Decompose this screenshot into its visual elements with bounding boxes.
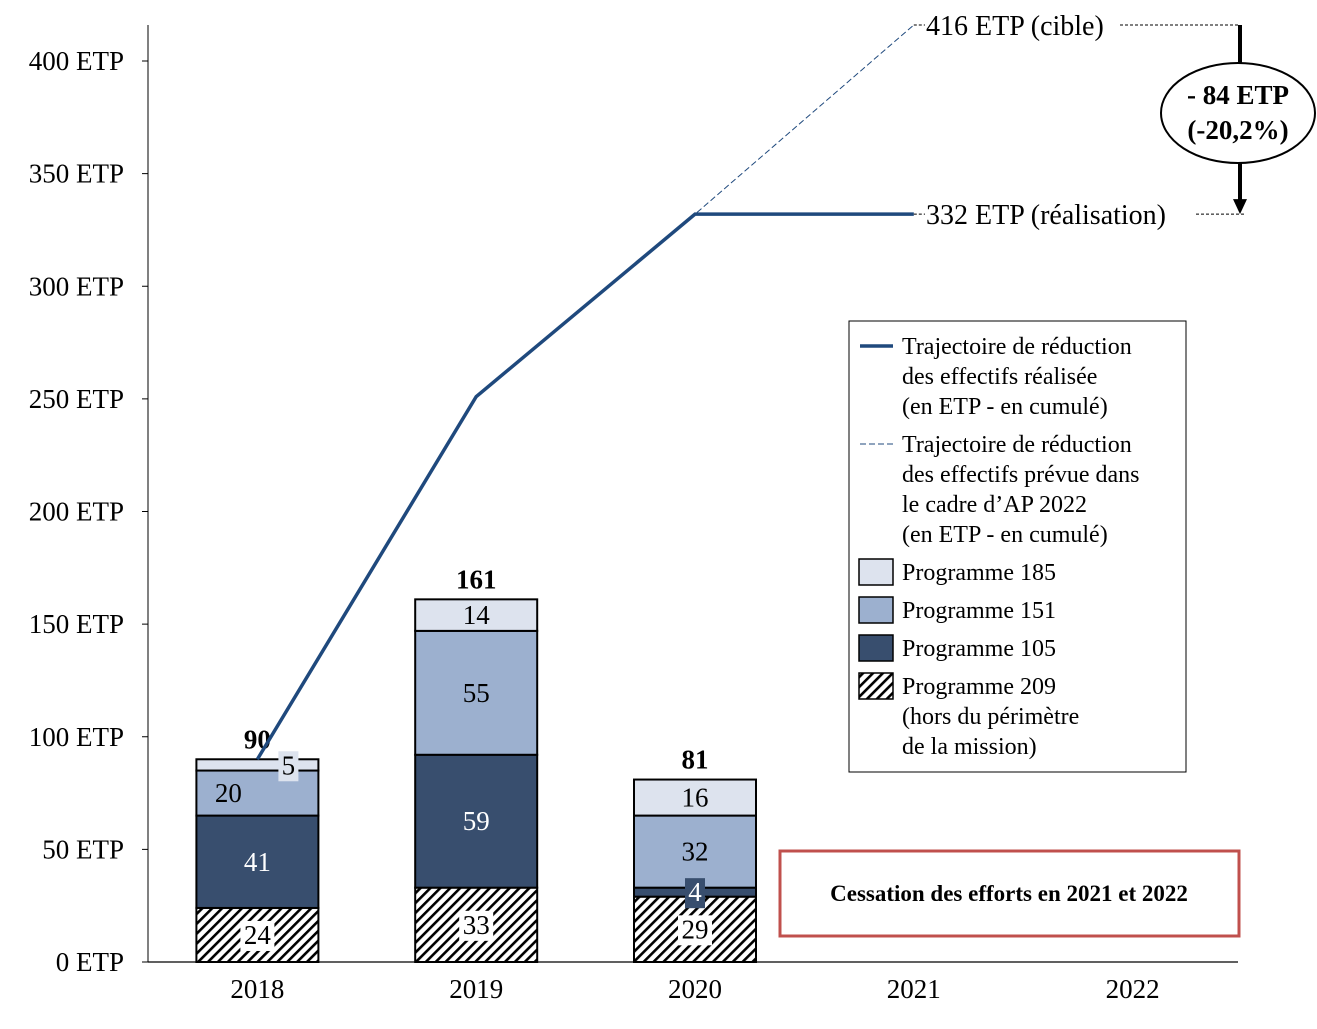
data-label: 41 — [244, 847, 271, 877]
bar-segment — [633, 814, 757, 889]
total-label: 90 — [244, 724, 271, 754]
y-tick-label: 250 ETP — [29, 384, 124, 414]
legend-label: des effectifs réalisée — [902, 364, 1097, 390]
data-label-bg — [685, 878, 705, 909]
legend-label: Programme 151 — [902, 598, 1056, 624]
lines — [255, 24, 915, 761]
legend-label: le cadre d’AP 2022 — [902, 492, 1087, 518]
bar-segment — [195, 814, 320, 909]
legend-label: Trajectoire de réduction — [902, 432, 1132, 458]
data-label: 16 — [682, 783, 709, 813]
gap-value: - 84 ETP — [1187, 80, 1289, 110]
bar-segment — [414, 629, 539, 756]
data-label-bg — [278, 751, 299, 782]
x-tick-label: 2021 — [887, 974, 941, 1004]
data-label: 33 — [463, 910, 490, 940]
actual-label: 332 ETP (réalisation) — [926, 200, 1166, 231]
bar-segment — [195, 758, 320, 772]
legend: Trajectoire de réduction des effectifs ré… — [848, 320, 1187, 773]
y-tick-label: 100 ETP — [29, 722, 124, 752]
cessation-text: Cessation des efforts en 2021 et 2022 — [830, 881, 1188, 906]
y-tick-label: 50 ETP — [42, 834, 124, 864]
bars: 24 41 20 5 90 33 59 55 14 161 29 4 32 16 81 — [195, 564, 757, 964]
x-tick-label: 2019 — [449, 974, 503, 1004]
gap-arrow-head — [1233, 199, 1247, 215]
legend-label: Programme 105 — [902, 636, 1056, 662]
y-tick-label: 0 ETP — [56, 947, 124, 977]
legend-swatch — [858, 558, 894, 586]
bar-segment — [633, 778, 757, 817]
y-tick-label: 400 ETP — [29, 46, 124, 76]
total-label: 161 — [456, 564, 497, 594]
legend-label: Programme 185 — [902, 560, 1056, 586]
legend-label: (en ETP - en cumulé) — [902, 394, 1108, 420]
axes: 0 ETP 50 ETP 100 ETP 150 ETP 200 ETP 250 ETP 3… — [29, 25, 1238, 1004]
legend-swatch — [858, 672, 894, 700]
data-label: 32 — [682, 837, 709, 867]
data-label: 20 — [215, 778, 242, 808]
data-label: 55 — [463, 678, 490, 708]
y-tick-label: 350 ETP — [29, 159, 124, 189]
data-label: 29 — [682, 914, 709, 944]
planned-trajectory-line — [256, 24, 915, 760]
legend-label: Programme 209 — [902, 674, 1056, 700]
legend-label: des effectifs prévue dans — [902, 462, 1139, 488]
legend-sublabel: (hors du périmètre — [902, 704, 1079, 730]
gap-percent: (-20,2%) — [1187, 115, 1288, 145]
legend-box — [848, 320, 1187, 773]
legend-label: Trajectoire de réduction — [902, 334, 1132, 360]
annotations: 416 ETP (cible) 332 ETP (réalisation) - 84… — [778, 11, 1316, 938]
legend-swatch — [858, 596, 894, 624]
gap-ellipse — [1160, 62, 1316, 164]
y-tick-label: 150 ETP — [29, 609, 124, 639]
x-tick-label: 2022 — [1106, 974, 1160, 1004]
data-label-bg — [678, 915, 712, 946]
bar-segment — [414, 598, 539, 632]
x-tick-label: 2018 — [230, 974, 284, 1004]
data-label: 14 — [463, 600, 491, 630]
data-label: 5 — [282, 750, 296, 780]
target-label: 416 ETP (cible) — [926, 11, 1104, 42]
legend-label: (en ETP - en cumulé) — [902, 522, 1108, 548]
data-label: 24 — [244, 920, 272, 950]
data-label-bg — [459, 910, 494, 941]
bar-segment — [414, 753, 539, 889]
actual-trajectory-line — [255, 212, 914, 761]
y-tick-label: 300 ETP — [29, 271, 124, 301]
legend-swatch — [858, 634, 894, 662]
data-label: 59 — [463, 806, 490, 836]
legend-sublabel: de la mission) — [902, 734, 1037, 760]
data-label: 4 — [688, 877, 702, 907]
y-tick-label: 200 ETP — [29, 497, 124, 527]
x-tick-label: 2020 — [668, 974, 722, 1004]
cessation-box — [778, 849, 1241, 938]
data-label-bg — [240, 920, 275, 951]
total-label: 81 — [682, 745, 709, 775]
